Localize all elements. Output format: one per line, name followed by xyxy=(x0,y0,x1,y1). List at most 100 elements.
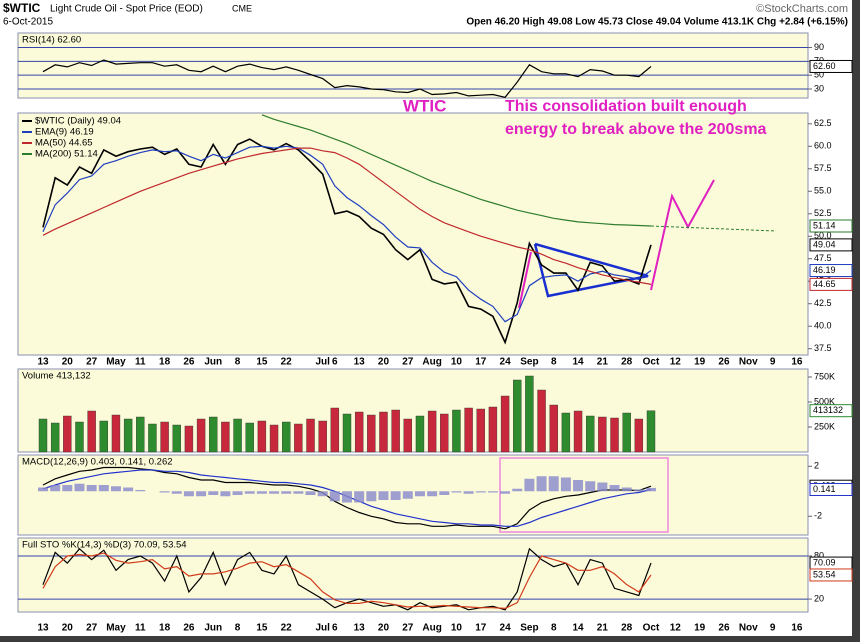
x-tick-label: 9 xyxy=(770,357,776,368)
volume-bar xyxy=(634,418,644,453)
histogram-bar xyxy=(110,486,121,492)
legend-label: $WTIC (Daily) 49.04 xyxy=(35,116,121,127)
y-tick-label: 57.5 xyxy=(814,163,832,173)
histogram-bar xyxy=(573,480,584,492)
volume-bar xyxy=(537,389,546,453)
x-tick-label: Sep xyxy=(520,623,538,634)
x-tick-label: 6 xyxy=(332,623,338,634)
histogram-bar xyxy=(451,491,462,493)
series-line xyxy=(42,547,652,611)
histogram-bar xyxy=(621,487,632,492)
x-tick-label: Sep xyxy=(520,357,538,368)
histogram-bar xyxy=(317,491,328,497)
exchange: CME xyxy=(232,3,252,13)
x-tick-label: 27 xyxy=(402,357,414,368)
y-tick-label: 750K xyxy=(814,371,835,381)
x-tick-label: 14 xyxy=(572,357,584,368)
volume-bar xyxy=(184,425,194,453)
annotation: energy to break above the 200sma xyxy=(505,121,767,138)
x-tick-label: 24 xyxy=(500,623,512,634)
x-tick-label: 24 xyxy=(500,357,512,368)
x-tick-label: May xyxy=(106,623,126,634)
volume-bar xyxy=(160,421,169,453)
x-tick-label: 22 xyxy=(281,623,293,634)
y-tick-label: 42.5 xyxy=(814,298,832,308)
volume-bar xyxy=(610,417,619,453)
volume-bar xyxy=(75,421,84,453)
x-tick-label: 28 xyxy=(621,357,633,368)
x-tick-label: Nov xyxy=(739,623,758,634)
x-tick-label: 9 xyxy=(770,623,776,634)
value-box xyxy=(809,59,853,73)
y-tick-label: 50 xyxy=(814,70,824,80)
y-tick-label: 90 xyxy=(814,42,824,52)
y-tick-label: 62.5 xyxy=(814,118,832,128)
x-tick-label: 15 xyxy=(256,623,268,634)
volume-bar xyxy=(500,395,510,453)
x-tick-label: 10 xyxy=(451,623,463,634)
histogram-bar xyxy=(183,491,194,497)
histogram-bar xyxy=(439,491,450,495)
value-box xyxy=(809,277,853,291)
y-tick-label: 52.5 xyxy=(814,208,832,218)
x-tick-label: Jul xyxy=(315,623,330,634)
y-tick-label: 40.0 xyxy=(814,321,832,331)
value-box-label: 49.04 xyxy=(813,239,836,249)
histogram-bar xyxy=(208,491,219,495)
x-tick-label: Nov xyxy=(739,357,758,368)
series-line xyxy=(42,466,652,530)
x-tick-label: Oct xyxy=(643,623,660,634)
histogram-bar xyxy=(512,488,523,492)
y-tick-label: -2 xyxy=(814,511,822,521)
volume-bar xyxy=(233,418,242,453)
x-tick-label: May xyxy=(106,357,126,368)
x-tick-label: 16 xyxy=(791,623,803,634)
x-tick-label: 20 xyxy=(378,623,390,634)
value-box xyxy=(809,264,853,278)
volume-bar xyxy=(561,412,571,453)
value-box-label: 44.65 xyxy=(813,279,836,289)
volume-bar xyxy=(488,406,498,453)
volume-bar xyxy=(172,424,181,453)
histogram-bar xyxy=(427,491,438,497)
value-box xyxy=(809,404,853,418)
quote: Open 46.20 High 49.08 Low 45.73 Close 49… xyxy=(466,17,848,28)
value-box xyxy=(809,238,853,252)
x-tick-label: 28 xyxy=(621,623,633,634)
histogram-bar xyxy=(366,491,377,502)
volume-bar xyxy=(440,413,449,453)
credit: ©StockCharts.com xyxy=(756,3,848,15)
value-box-label: 0.141 xyxy=(813,484,836,494)
histogram-bar xyxy=(329,491,340,502)
x-tick-label: 21 xyxy=(597,623,609,634)
volume-bar xyxy=(464,407,473,453)
histogram-bar xyxy=(38,487,48,492)
volume-bar xyxy=(294,423,303,453)
symbol: $WTIC xyxy=(3,1,41,15)
x-tick-label: 20 xyxy=(378,357,390,368)
histogram-bar xyxy=(536,476,547,492)
value-box-label: 51.14 xyxy=(813,220,836,230)
x-tick-label: 8 xyxy=(551,623,557,634)
volume-bar xyxy=(476,408,485,453)
x-tick-label: 11 xyxy=(135,357,146,368)
volume-bar xyxy=(330,407,340,453)
histogram-bar xyxy=(414,491,425,497)
value-box-label: 62.60 xyxy=(813,61,836,71)
series-line xyxy=(42,59,652,98)
instrument-name: Light Crude Oil - Spot Price (EOD) xyxy=(50,4,203,15)
volume-bar xyxy=(646,410,656,453)
value-box xyxy=(809,482,853,496)
histogram-bar xyxy=(463,491,474,494)
y-tick-label: 500K xyxy=(814,396,835,406)
volume-bar xyxy=(318,420,327,453)
histogram-bar xyxy=(244,491,255,494)
x-tick-label: 27 xyxy=(402,623,414,634)
histogram-bar xyxy=(585,481,596,492)
y-tick-label: 30 xyxy=(814,83,824,93)
volume-bar xyxy=(123,418,133,453)
x-tick-label: 26 xyxy=(718,357,730,368)
x-tick-label: Jul xyxy=(315,357,330,368)
panel-title: Volume 413,132 xyxy=(22,371,91,382)
drawings xyxy=(499,179,777,533)
